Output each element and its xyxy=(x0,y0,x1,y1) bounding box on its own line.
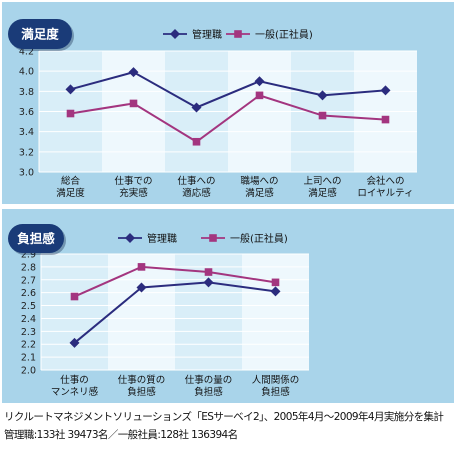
data-point xyxy=(203,277,214,288)
y-tick-label: 3.4 xyxy=(19,127,34,138)
data-point xyxy=(69,337,80,348)
x-tick-label: 上司への満足感 xyxy=(303,176,341,199)
data-point xyxy=(254,76,265,87)
data-point xyxy=(128,67,139,78)
data-point xyxy=(136,282,147,293)
y-tick-label: 3.6 xyxy=(19,107,34,118)
data-point xyxy=(66,109,75,118)
y-tick-label: 2.8 xyxy=(21,262,36,273)
legend-label: 管理職 xyxy=(192,28,222,41)
y-tick-label: 3.8 xyxy=(19,87,34,98)
legend: 管理職 一般(正社員) xyxy=(163,28,313,41)
data-point xyxy=(381,115,390,124)
data-point xyxy=(271,278,280,287)
data-point xyxy=(129,99,138,108)
legend-marker xyxy=(209,234,217,242)
data-point xyxy=(380,85,391,96)
y-tick-label: 2.9 xyxy=(21,250,36,261)
x-tick-label: 人間関係の負担感 xyxy=(252,375,300,398)
y-tick-label: 2.2 xyxy=(21,340,36,351)
footnote-source: リクルートマネジメントソリューションズ「ESサーベイ2」、2005年4月〜200… xyxy=(4,411,444,423)
y-tick-label: 2.3 xyxy=(21,327,36,338)
legend-marker xyxy=(125,233,135,243)
legend-label: 一般(正社員) xyxy=(255,28,313,41)
legend: 管理職 一般(正社員) xyxy=(118,232,288,245)
x-tick-label: 仕事のマンネリ感 xyxy=(51,374,99,398)
data-point xyxy=(191,102,202,113)
data-point xyxy=(137,263,146,271)
footnote-sample: 管理職:133社 39473名／一般社員:128社 136394名 xyxy=(4,429,238,441)
badge xyxy=(8,19,72,49)
data-point xyxy=(65,84,76,95)
y-tick-label: 2.1 xyxy=(21,353,36,364)
chart-badge-label: 負担感 xyxy=(17,231,55,246)
series-line xyxy=(70,94,386,143)
x-tick-label: 仕事での充実感 xyxy=(114,175,152,199)
data-point xyxy=(318,111,327,120)
data-point xyxy=(192,137,201,146)
satisfaction-chart: 3.0 3.2 3.4 3.6 3.8 4.0 4.2 総合満足度 仕事での充実感 仕事への適応感… xyxy=(2,2,454,204)
legend-marker xyxy=(170,29,180,39)
x-tick-label: 仕事の質の負担感 xyxy=(118,374,166,398)
plot-stripe xyxy=(242,254,309,370)
y-tick-label: 2.5 xyxy=(21,301,36,312)
y-tick-label: 2.0 xyxy=(21,366,36,377)
burden-chart: 2.02.12.22.32.42.52.62.72.82.9仕事のマンネリ感仕事… xyxy=(2,209,454,403)
y-tick-label: 4.0 xyxy=(19,67,34,78)
y-tick-label: 2.6 xyxy=(21,288,36,299)
legend-label: 一般(正社員) xyxy=(230,232,288,245)
data-point xyxy=(204,268,213,276)
chart-badge-label: 満足度 xyxy=(21,27,59,42)
x-tick-label: 仕事の量の負担感 xyxy=(185,374,233,398)
y-tick-label: 4.2 xyxy=(19,47,34,58)
y-tick-label: 3.0 xyxy=(19,168,34,179)
plot-stripe xyxy=(41,254,108,370)
legend-label: 管理職 xyxy=(147,232,177,245)
legend-marker xyxy=(234,30,242,38)
data-point xyxy=(70,292,79,301)
series-line xyxy=(74,265,276,298)
series-line xyxy=(73,281,276,344)
badge xyxy=(8,224,64,253)
y-tick-label: 2.4 xyxy=(21,314,36,325)
y-tick-label: 3.2 xyxy=(19,147,34,158)
x-tick-label: 会社へのロイヤルティ xyxy=(357,175,413,199)
y-tick-label: 2.7 xyxy=(21,275,36,286)
data-point xyxy=(317,90,328,101)
x-tick-label: 職場への満足感 xyxy=(240,175,278,199)
data-point xyxy=(255,91,264,100)
x-tick-label: 仕事への適応感 xyxy=(177,175,215,199)
data-point xyxy=(270,286,281,297)
series-line xyxy=(70,71,386,109)
plot-stripe xyxy=(108,254,175,370)
x-tick-label: 総合満足度 xyxy=(56,175,85,199)
